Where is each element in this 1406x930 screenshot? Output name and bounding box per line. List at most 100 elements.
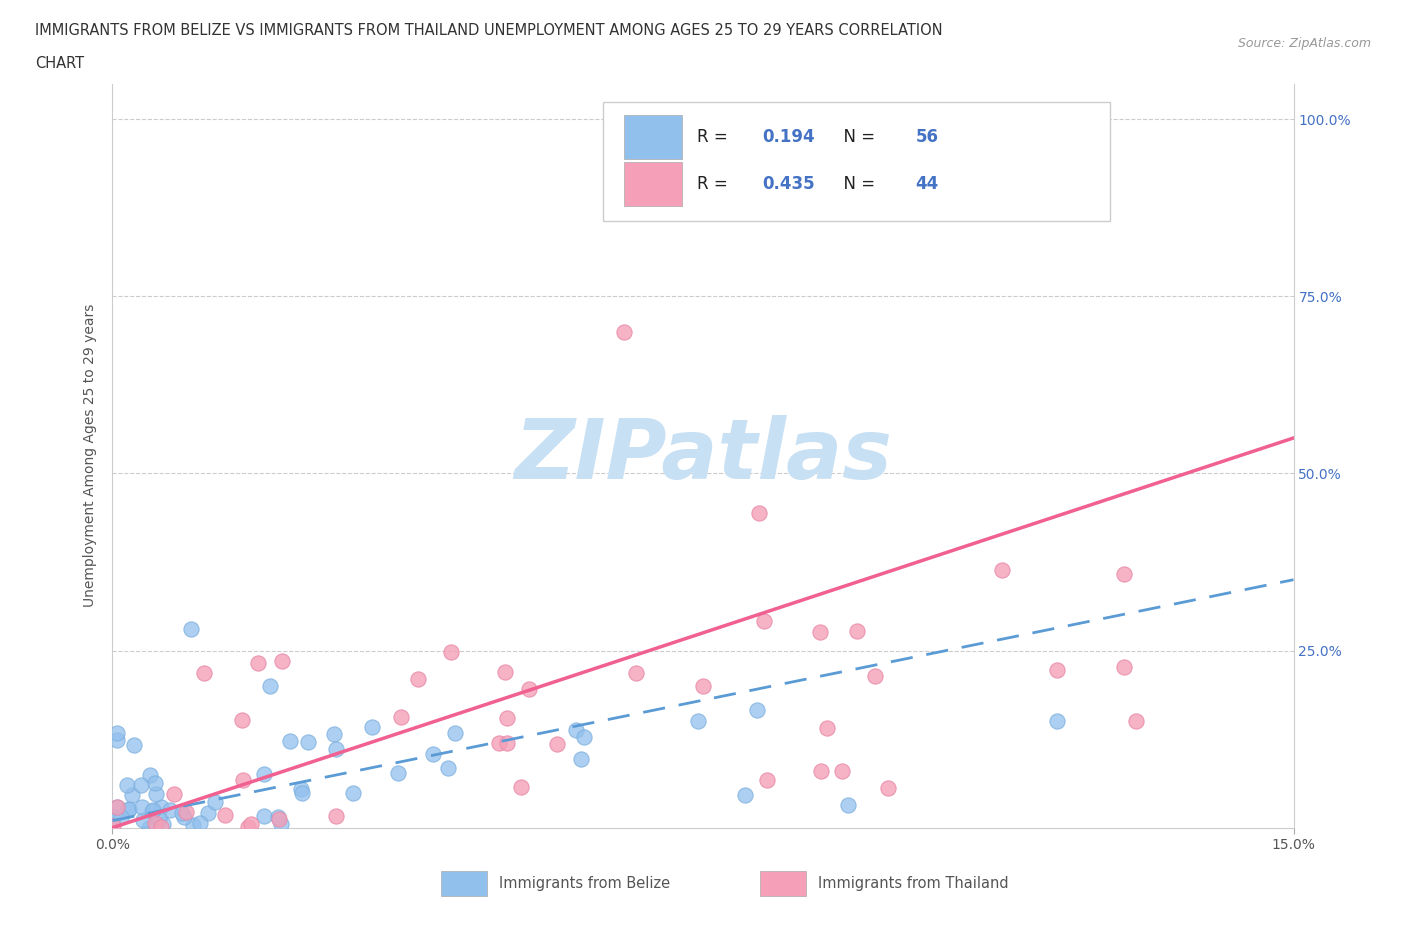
Point bbox=[290, 782, 312, 797]
Point bbox=[565, 722, 588, 737]
Point bbox=[183, 817, 205, 832]
Point bbox=[322, 726, 344, 741]
Text: 0.435: 0.435 bbox=[762, 175, 814, 193]
Point bbox=[252, 808, 274, 823]
Point bbox=[444, 725, 467, 740]
Point bbox=[1112, 659, 1135, 674]
Point bbox=[546, 737, 568, 751]
Point bbox=[389, 710, 412, 724]
Point bbox=[1045, 662, 1067, 677]
Point bbox=[837, 797, 859, 812]
Point bbox=[105, 732, 128, 747]
Point bbox=[571, 751, 593, 766]
Point bbox=[115, 778, 138, 793]
Point bbox=[406, 671, 429, 686]
Point bbox=[103, 810, 125, 825]
Point bbox=[232, 772, 254, 787]
Point bbox=[150, 799, 173, 814]
Point bbox=[180, 622, 202, 637]
Point bbox=[214, 807, 236, 822]
Text: R =: R = bbox=[697, 175, 733, 193]
Point bbox=[624, 666, 647, 681]
FancyBboxPatch shape bbox=[759, 870, 806, 897]
Point bbox=[246, 656, 269, 671]
Point bbox=[159, 803, 181, 817]
Point bbox=[143, 775, 166, 790]
Point bbox=[756, 772, 779, 787]
Point bbox=[172, 805, 194, 820]
Point bbox=[188, 815, 211, 830]
Point bbox=[342, 785, 364, 800]
Point bbox=[240, 817, 263, 831]
Point bbox=[877, 780, 900, 795]
Text: Immigrants from Belize: Immigrants from Belize bbox=[499, 876, 669, 891]
Point bbox=[138, 820, 160, 835]
Text: 56: 56 bbox=[915, 128, 939, 146]
Text: CHART: CHART bbox=[35, 56, 84, 71]
Point bbox=[509, 779, 531, 794]
Text: R =: R = bbox=[697, 128, 733, 146]
Point bbox=[734, 788, 756, 803]
Point bbox=[325, 742, 347, 757]
FancyBboxPatch shape bbox=[624, 115, 682, 159]
Point bbox=[139, 768, 162, 783]
Point bbox=[236, 820, 259, 835]
Point bbox=[269, 811, 291, 826]
Point bbox=[204, 795, 226, 810]
Point bbox=[148, 810, 170, 825]
Point bbox=[271, 653, 294, 668]
Point bbox=[131, 813, 153, 828]
Point bbox=[145, 787, 167, 802]
Point bbox=[270, 817, 292, 831]
Point bbox=[259, 679, 281, 694]
Point bbox=[572, 729, 595, 744]
Point bbox=[325, 809, 347, 824]
Point bbox=[752, 614, 775, 629]
Point bbox=[278, 734, 301, 749]
Point bbox=[101, 818, 124, 833]
Point bbox=[845, 623, 868, 638]
Point bbox=[1046, 714, 1069, 729]
Point bbox=[107, 799, 129, 814]
Point bbox=[692, 679, 714, 694]
Point bbox=[360, 720, 382, 735]
Point bbox=[808, 624, 831, 639]
Point bbox=[141, 804, 163, 818]
Point bbox=[110, 809, 132, 824]
Point bbox=[145, 816, 167, 830]
Text: Immigrants from Thailand: Immigrants from Thailand bbox=[817, 876, 1008, 891]
Text: N =: N = bbox=[832, 175, 880, 193]
Point bbox=[865, 669, 887, 684]
Point bbox=[118, 802, 141, 817]
Point bbox=[494, 665, 516, 680]
Point bbox=[496, 711, 519, 725]
Point bbox=[121, 788, 143, 803]
Point bbox=[122, 738, 145, 753]
Text: N =: N = bbox=[832, 128, 880, 146]
Point bbox=[150, 819, 173, 834]
Text: Source: ZipAtlas.com: Source: ZipAtlas.com bbox=[1237, 37, 1371, 50]
Point bbox=[231, 712, 253, 727]
Point bbox=[105, 799, 128, 814]
Point bbox=[440, 644, 463, 659]
Point bbox=[748, 505, 770, 520]
Point bbox=[253, 767, 276, 782]
Text: 44: 44 bbox=[915, 175, 939, 193]
Y-axis label: Unemployment Among Ages 25 to 29 years: Unemployment Among Ages 25 to 29 years bbox=[83, 304, 97, 607]
Point bbox=[831, 764, 853, 778]
Point bbox=[387, 766, 409, 781]
Point bbox=[145, 818, 167, 833]
Point bbox=[129, 777, 152, 792]
Point bbox=[437, 761, 460, 776]
FancyBboxPatch shape bbox=[624, 162, 682, 206]
Point bbox=[105, 725, 128, 740]
Text: IMMIGRANTS FROM BELIZE VS IMMIGRANTS FROM THAILAND UNEMPLOYMENT AMONG AGES 25 TO: IMMIGRANTS FROM BELIZE VS IMMIGRANTS FRO… bbox=[35, 23, 943, 38]
Point bbox=[496, 736, 519, 751]
Point bbox=[297, 734, 319, 749]
Text: 0.194: 0.194 bbox=[762, 128, 814, 146]
Point bbox=[422, 746, 444, 761]
Point bbox=[174, 804, 197, 819]
Point bbox=[291, 786, 314, 801]
Point bbox=[173, 810, 195, 825]
Point bbox=[267, 809, 290, 824]
